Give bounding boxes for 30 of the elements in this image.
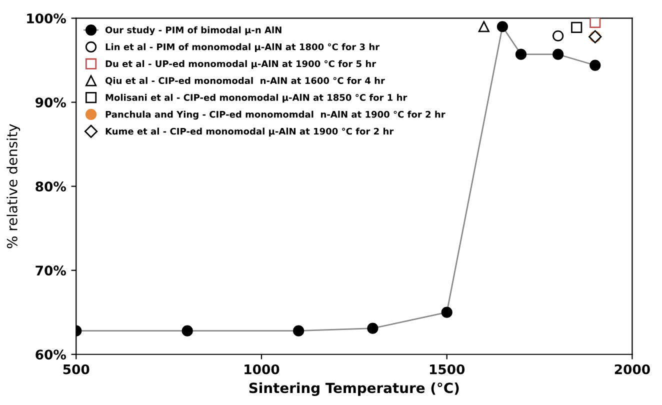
legend-label: Kume et al - CIP-ed monomodal µ-AlN at 1900 °C for 2 hr <box>106 128 394 136</box>
point <box>515 48 527 60</box>
point <box>552 30 564 42</box>
legend-label: Our study - PIM of bimodal µ-n AlN <box>105 26 282 36</box>
x-tick-label: 1500 <box>430 364 465 374</box>
point <box>293 325 304 336</box>
y-tick-label: 70% <box>36 266 66 276</box>
legend-label: Lin et al - PIM of monomodal µ-AlN at 1800 °C for 3 hr <box>106 43 380 52</box>
x-tick-label: 2000 <box>614 364 650 374</box>
legend-label: Du et al - UP-ed monomodal µ-AlN at 1900 °C for 5 hr <box>106 60 376 69</box>
x-tick-label: 500 <box>63 364 90 374</box>
legend-label: Molisani et al - CIP-ed monomodal µ-AlN at 1850 °C for 1 hr <box>106 94 408 103</box>
x-axis-title: Sintering Temperature (°C) <box>249 382 459 396</box>
y-tick-label: 60% <box>36 350 66 360</box>
y-tick-label: 80% <box>36 182 66 192</box>
point <box>590 60 601 71</box>
y-tick-label: 100% <box>27 13 66 24</box>
point <box>571 22 582 34</box>
x-tick-label: 1000 <box>244 364 280 374</box>
point <box>590 18 601 28</box>
point <box>367 322 378 334</box>
point <box>478 21 490 32</box>
y-axis-title: % relative density <box>6 124 20 248</box>
point <box>182 325 193 336</box>
point <box>441 306 452 318</box>
legend-label: Panchula and Ying - CIP-ed monomomdal n-AlN at 1900 °C for 2 hr <box>106 110 446 120</box>
point <box>496 21 508 32</box>
point <box>552 48 564 60</box>
y-tick-label: 90% <box>36 97 66 108</box>
legend-label: Qiu et al - CIP-ed monomodal n-AlN at 1600 °C for 4 hr <box>105 77 385 86</box>
